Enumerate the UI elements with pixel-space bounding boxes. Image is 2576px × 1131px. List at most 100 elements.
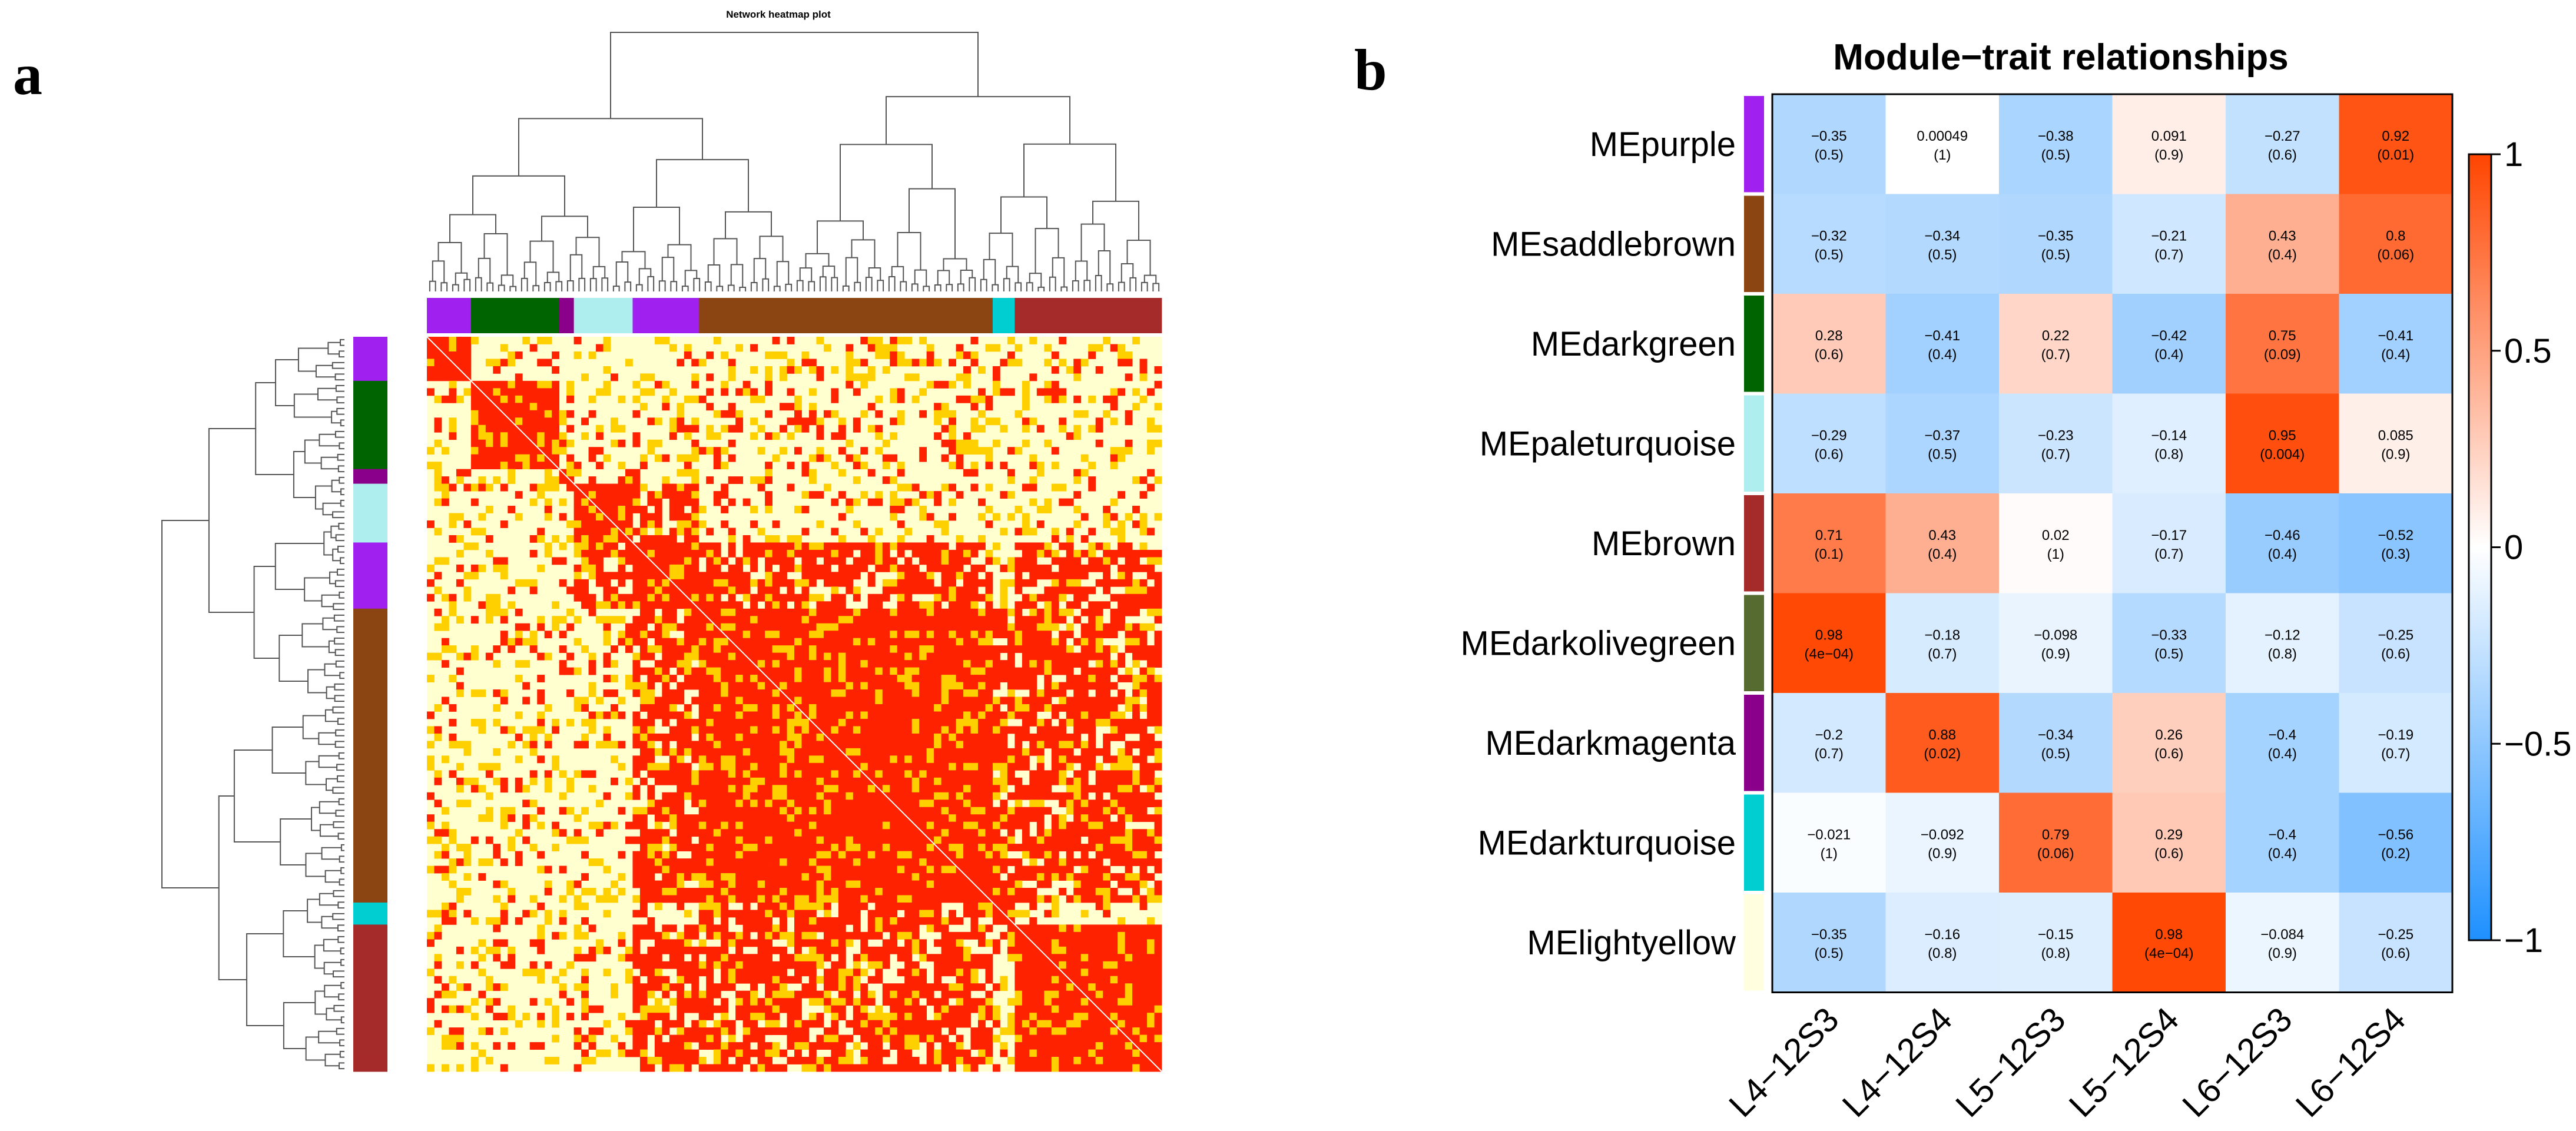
tom-cell xyxy=(684,513,692,521)
tom-cell xyxy=(911,800,920,808)
tom-cell xyxy=(992,652,1000,661)
tom-cell xyxy=(860,829,868,837)
tom-cell xyxy=(1139,726,1148,734)
tom-cell xyxy=(801,623,810,631)
tom-cell xyxy=(1154,579,1162,587)
tom-cell xyxy=(919,800,927,808)
tom-cell xyxy=(846,792,854,800)
tom-cell xyxy=(669,660,677,668)
tom-cell xyxy=(588,513,596,521)
tom-cell xyxy=(463,858,472,866)
tom-cell xyxy=(831,366,839,374)
tom-cell xyxy=(691,777,699,785)
dendrogram-branch xyxy=(339,591,344,599)
tom-cell xyxy=(978,733,986,741)
tom-cell xyxy=(441,638,449,646)
tom-cell xyxy=(721,777,729,785)
top-module-color-cell xyxy=(1154,298,1162,333)
tom-cell xyxy=(1000,564,1008,572)
tom-cell xyxy=(875,623,883,631)
tom-cell xyxy=(1051,652,1059,661)
tom-cell xyxy=(493,462,501,470)
tom-cell xyxy=(919,572,927,580)
tom-cell xyxy=(1103,851,1111,859)
tom-cell xyxy=(1147,424,1155,433)
tom-cell xyxy=(596,513,604,521)
tom-cell xyxy=(1125,748,1133,756)
tom-cell xyxy=(911,726,920,734)
tom-cell xyxy=(588,483,596,492)
tom-cell xyxy=(1059,593,1067,602)
tom-cell xyxy=(985,844,993,851)
tom-cell xyxy=(1125,351,1133,359)
tom-cell xyxy=(1103,704,1111,712)
tom-cell xyxy=(963,762,971,771)
tom-cell xyxy=(588,572,596,580)
tom-cell xyxy=(581,506,589,513)
tom-cell xyxy=(1022,528,1030,536)
tom-cell xyxy=(787,844,795,851)
tom-cell xyxy=(632,880,641,888)
tom-cell xyxy=(647,498,655,506)
tom-cell xyxy=(1125,593,1133,602)
tom-cell xyxy=(1088,549,1096,558)
top-module-color-cell xyxy=(493,298,501,333)
tom-cell xyxy=(757,807,765,815)
tom-cell xyxy=(941,675,949,682)
tom-cell xyxy=(1118,388,1125,396)
tom-cell xyxy=(1066,733,1074,741)
tom-cell xyxy=(941,557,949,565)
tom-cell xyxy=(1022,718,1030,727)
tom-cell xyxy=(441,483,449,492)
tom-cell xyxy=(1095,800,1103,808)
tom-cell xyxy=(911,660,920,668)
tom-cell xyxy=(441,373,449,382)
tom-cell xyxy=(941,586,949,595)
tom-cell xyxy=(985,447,993,455)
dendrogram-branch xyxy=(1060,286,1068,291)
tom-cell xyxy=(1088,424,1096,433)
tom-cell xyxy=(1139,762,1148,771)
tom-cell xyxy=(1059,631,1067,639)
tom-cell xyxy=(985,462,993,470)
tom-cell xyxy=(573,520,582,528)
tom-cell xyxy=(618,513,626,521)
tom-cell xyxy=(831,601,839,609)
tom-cell xyxy=(566,424,574,433)
tom-cell xyxy=(801,873,810,881)
tom-cell xyxy=(853,704,861,712)
tom-cell xyxy=(691,667,699,675)
tom-cell xyxy=(728,373,736,382)
dendrogram-branch xyxy=(455,272,468,285)
tom-cell xyxy=(706,711,714,719)
tom-cell xyxy=(639,682,648,690)
tom-cell xyxy=(919,454,927,462)
tom-cell xyxy=(1147,652,1155,661)
tom-cell xyxy=(1095,660,1103,668)
tom-cell xyxy=(669,844,677,851)
tom-cell xyxy=(1095,777,1103,785)
tom-cell xyxy=(463,366,472,374)
tom-cell xyxy=(794,682,802,690)
tom-cell xyxy=(537,851,545,859)
tom-cell xyxy=(1110,718,1118,727)
tom-cell xyxy=(926,572,934,580)
tom-cell xyxy=(603,520,611,528)
left-module-color-cell xyxy=(353,755,387,764)
tom-cell xyxy=(1015,645,1023,654)
tom-cell xyxy=(1000,755,1008,764)
tom-cell xyxy=(867,645,876,654)
tom-cell xyxy=(728,652,736,661)
tom-cell xyxy=(934,785,941,793)
tom-cell xyxy=(691,549,699,558)
top-module-color-cell xyxy=(625,298,633,333)
tom-cell xyxy=(956,344,964,352)
tom-cell xyxy=(816,858,824,866)
tom-cell xyxy=(544,403,552,411)
tom-cell xyxy=(522,638,531,646)
dendrogram-branch xyxy=(1000,196,1047,234)
tom-cell xyxy=(808,711,817,719)
tom-cell xyxy=(853,748,861,756)
tom-cell xyxy=(618,483,626,492)
tom-cell xyxy=(838,491,846,499)
